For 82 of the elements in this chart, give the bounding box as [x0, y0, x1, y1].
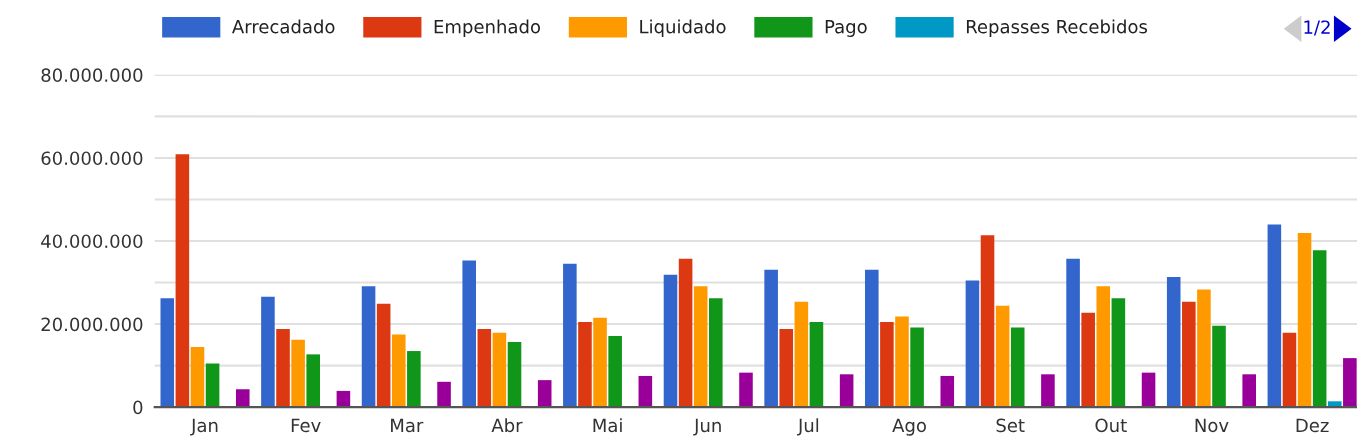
- x-tick-label: Jul: [797, 418, 819, 436]
- x-tick-label: Jan: [190, 418, 218, 436]
- bar: [1081, 312, 1095, 408]
- y-tick-label: 20.000.000: [41, 317, 143, 332]
- bar: [376, 303, 391, 408]
- x-tick-label: Out: [1095, 418, 1127, 433]
- bar: [1197, 289, 1211, 408]
- legend-label: Arrecadado: [232, 19, 335, 34]
- bar: [1182, 301, 1196, 408]
- bar: [1141, 372, 1156, 408]
- legend-label: Repasses Recebidos: [966, 19, 1148, 37]
- bar: [160, 298, 175, 408]
- bar: [276, 329, 290, 408]
- x-tick-label: Mar: [391, 418, 424, 433]
- x-tick-label: Mai: [593, 418, 622, 433]
- bar: [693, 286, 708, 408]
- x-tick-label: Jun: [693, 418, 721, 436]
- bar: [175, 154, 190, 408]
- bar: [608, 336, 622, 408]
- y-tick-label: 60.000.000: [41, 151, 143, 166]
- bar: [1212, 325, 1226, 408]
- bar: [895, 316, 909, 408]
- bar: [306, 354, 321, 408]
- bar: [638, 375, 653, 408]
- bar: [462, 260, 476, 408]
- bar: [809, 321, 824, 408]
- bar: [1096, 286, 1111, 408]
- bar: [291, 339, 305, 408]
- bar: [492, 332, 507, 408]
- bar: [563, 263, 577, 408]
- bar: [391, 334, 406, 408]
- bar: [880, 321, 894, 408]
- bar: [1010, 327, 1025, 408]
- bar: [864, 269, 879, 408]
- bar: [578, 321, 592, 408]
- bar: [407, 351, 421, 408]
- y-tick-label: 0: [133, 400, 143, 415]
- bar: [995, 305, 1010, 408]
- bar: [839, 374, 854, 408]
- y-tick-label: 80.000.000: [41, 68, 143, 82]
- bar: [1297, 233, 1312, 408]
- bar: [764, 269, 778, 408]
- y-tick-label: 40.000.000: [41, 234, 143, 249]
- bar: [477, 329, 492, 408]
- bar: [1166, 277, 1181, 408]
- bar: [507, 341, 522, 408]
- bar: [1312, 250, 1327, 408]
- bar: [1041, 374, 1055, 408]
- bar: [663, 274, 678, 408]
- bar: [1282, 332, 1297, 408]
- bar: [1242, 374, 1256, 408]
- bar: [965, 280, 980, 408]
- bar: [361, 286, 376, 408]
- x-tick-label: Set: [996, 418, 1025, 433]
- bar: [1066, 258, 1080, 408]
- bar: [261, 296, 275, 408]
- bar: [537, 380, 552, 408]
- legend-label: Liquidado: [640, 19, 726, 37]
- bar: [437, 381, 451, 408]
- bar: [678, 258, 693, 408]
- bar: [593, 317, 607, 408]
- bar: [1111, 298, 1126, 408]
- x-tick-label: Abr: [491, 418, 523, 433]
- bar: [1343, 358, 1357, 408]
- x-tick-label: Nov: [1195, 418, 1229, 433]
- bar: [1267, 224, 1282, 408]
- bar: [205, 363, 220, 408]
- x-tick-label: Fev: [291, 418, 321, 433]
- x-tick-label: Ago: [892, 418, 926, 436]
- x-tick-label: Dez: [1296, 418, 1329, 433]
- bar: [794, 301, 809, 408]
- legend-label: Empenhado: [434, 19, 541, 37]
- bar: [940, 375, 955, 408]
- text: 1/2: [1304, 20, 1330, 36]
- bar: [190, 346, 205, 408]
- bar: [779, 329, 794, 408]
- bar: [980, 235, 995, 408]
- bar: [709, 298, 723, 408]
- bar: [235, 389, 250, 408]
- legend-label: Pago: [825, 20, 867, 37]
- bar: [739, 372, 753, 408]
- bar: [910, 327, 924, 408]
